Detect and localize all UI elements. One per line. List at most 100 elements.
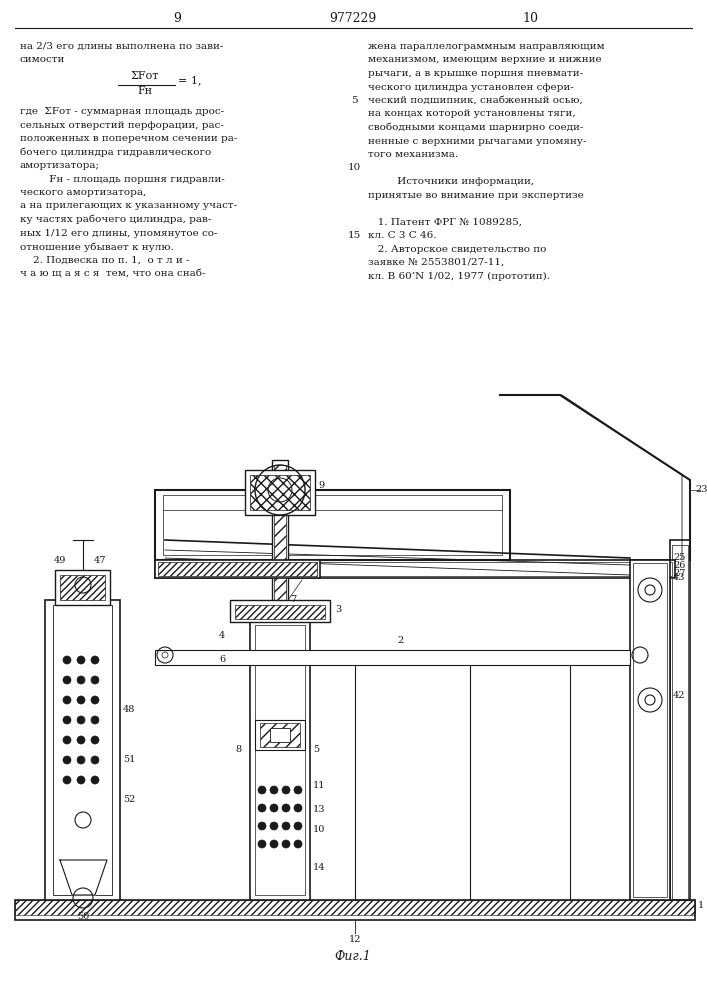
- Circle shape: [258, 840, 266, 848]
- Text: 51: 51: [123, 756, 135, 764]
- Circle shape: [77, 776, 85, 784]
- Text: бочего цилиндра гидравлического: бочего цилиндра гидравлического: [20, 147, 211, 157]
- Text: кл. В 60’N 1/02, 1977 (прототип).: кл. В 60’N 1/02, 1977 (прототип).: [368, 271, 550, 281]
- Circle shape: [282, 804, 290, 812]
- Text: на концах которой установлены тяги,: на концах которой установлены тяги,: [368, 109, 575, 118]
- Circle shape: [282, 840, 290, 848]
- Circle shape: [63, 756, 71, 764]
- Text: 8: 8: [236, 746, 242, 754]
- Circle shape: [91, 716, 99, 724]
- Text: а на прилегающих к указанному участ-: а на прилегающих к указанному участ-: [20, 202, 237, 211]
- Bar: [250, 475, 310, 510]
- Text: Fн - площадь поршня гидравли-: Fн - площадь поршня гидравли-: [20, 174, 225, 184]
- Text: Источники информации,: Источники информации,: [368, 177, 534, 186]
- Text: 10: 10: [522, 11, 538, 24]
- Bar: [155, 650, 630, 665]
- Circle shape: [63, 676, 71, 684]
- Text: 26: 26: [673, 560, 685, 570]
- Text: механизмом, имеющим верхние и нижние: механизмом, имеющим верхние и нижние: [368, 55, 602, 64]
- Circle shape: [77, 716, 85, 724]
- Circle shape: [91, 756, 99, 764]
- Bar: [235, 605, 325, 619]
- Text: ΣFот: ΣFот: [131, 71, 159, 81]
- Bar: [155, 560, 320, 578]
- Text: 6: 6: [219, 656, 225, 664]
- Bar: [155, 560, 675, 578]
- Text: ч а ю щ а я с я  тем, что она снаб-: ч а ю щ а я с я тем, что она снаб-: [20, 269, 206, 278]
- Text: 1. Патент ФРГ № 1089285,: 1. Патент ФРГ № 1089285,: [368, 218, 522, 227]
- Text: отношение убывает к нулю.: отношение убывает к нулю.: [20, 242, 174, 251]
- Text: ных 1/12 его длины, упомянутое со-: ных 1/12 его длины, упомянутое со-: [20, 229, 218, 237]
- Text: 11: 11: [313, 780, 325, 790]
- Text: ческого амортизатора,: ческого амортизатора,: [20, 188, 146, 197]
- Circle shape: [270, 786, 278, 794]
- Circle shape: [77, 676, 85, 684]
- Bar: [55, 570, 110, 605]
- Circle shape: [91, 696, 99, 704]
- Bar: [155, 490, 510, 560]
- Text: 10: 10: [347, 163, 361, 172]
- Circle shape: [294, 804, 302, 812]
- Text: ческого цилиндра установлен сфери-: ческого цилиндра установлен сфери-: [368, 83, 574, 92]
- Circle shape: [91, 676, 99, 684]
- Circle shape: [282, 786, 290, 794]
- Text: 52: 52: [123, 796, 135, 804]
- Text: рычаги, а в крышке поршня пневмати-: рычаги, а в крышке поршня пневмати-: [368, 69, 583, 78]
- Bar: [15, 900, 695, 915]
- Text: где  ΣFот - суммарная площадь дрос-: где ΣFот - суммарная площадь дрос-: [20, 107, 224, 116]
- Text: принятые во внимание при экспертизе: принятые во внимание при экспертизе: [368, 190, 584, 200]
- Polygon shape: [60, 860, 107, 895]
- Bar: [633, 563, 667, 897]
- Bar: [163, 495, 502, 555]
- Text: сельных отверстий перфорации, рас-: сельных отверстий перфорации, рас-: [20, 120, 224, 129]
- Text: 13: 13: [313, 806, 325, 814]
- Text: свободными концами шарнирно соеди-: свободными концами шарнирно соеди-: [368, 123, 583, 132]
- Text: 43: 43: [673, 574, 686, 582]
- Circle shape: [294, 786, 302, 794]
- Circle shape: [77, 696, 85, 704]
- Text: 2. Подвеска по п. 1,  о т л и -: 2. Подвеска по п. 1, о т л и -: [20, 255, 189, 264]
- Text: заявке № 2553801/27-11,: заявке № 2553801/27-11,: [368, 258, 504, 267]
- Circle shape: [63, 656, 71, 664]
- Text: ку частях рабочего цилиндра, рав-: ку частях рабочего цилиндра, рав-: [20, 215, 211, 225]
- Circle shape: [282, 822, 290, 830]
- Bar: [672, 545, 688, 899]
- Text: 4: 4: [218, 631, 225, 640]
- Text: 27: 27: [673, 570, 686, 578]
- Text: 977229: 977229: [329, 11, 377, 24]
- Bar: [255, 720, 305, 750]
- Circle shape: [270, 822, 278, 830]
- Bar: [158, 562, 317, 576]
- Text: 5: 5: [313, 746, 319, 754]
- Circle shape: [270, 840, 278, 848]
- Circle shape: [77, 756, 85, 764]
- Bar: [230, 600, 330, 622]
- Text: кл. С 3 С 46.: кл. С 3 С 46.: [368, 231, 436, 240]
- Bar: [53, 605, 112, 895]
- Text: амортизатора;: амортизатора;: [20, 161, 100, 170]
- Circle shape: [258, 822, 266, 830]
- Bar: [272, 460, 288, 620]
- Text: 5: 5: [351, 96, 357, 105]
- Bar: [250, 620, 310, 900]
- Bar: [270, 728, 290, 742]
- Bar: [60, 575, 105, 600]
- Text: симости: симости: [20, 55, 65, 64]
- Text: жена параллелограммным направляющим: жена параллелограммным направляющим: [368, 42, 604, 51]
- Text: ненные с верхними рычагами упомяну-: ненные с верхними рычагами упомяну-: [368, 136, 587, 145]
- Text: 42: 42: [673, 690, 686, 700]
- Circle shape: [294, 822, 302, 830]
- Text: 15: 15: [347, 231, 361, 240]
- Circle shape: [91, 736, 99, 744]
- Bar: [15, 900, 695, 920]
- Text: 2. Авторское свидетельство по: 2. Авторское свидетельство по: [368, 244, 547, 253]
- Text: 1: 1: [698, 900, 704, 910]
- Bar: [255, 625, 305, 895]
- Circle shape: [77, 736, 85, 744]
- Bar: [670, 540, 690, 900]
- Circle shape: [63, 776, 71, 784]
- Text: 50: 50: [77, 912, 89, 921]
- Bar: [245, 470, 315, 515]
- Bar: [45, 600, 120, 900]
- Circle shape: [63, 696, 71, 704]
